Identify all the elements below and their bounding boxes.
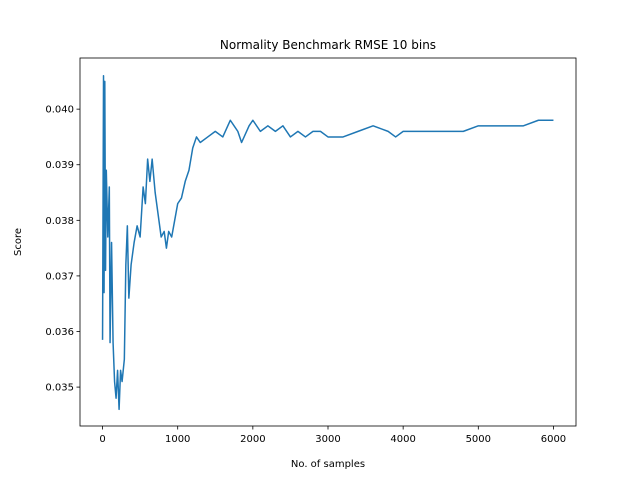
x-tick-label: 4000 [390, 434, 415, 445]
x-tick-label: 2000 [240, 434, 265, 445]
plot-frame [79, 57, 577, 427]
y-tick-label: 0.036 [45, 327, 74, 338]
x-tick-label: 6000 [541, 434, 566, 445]
x-tick-label: 0 [99, 434, 105, 445]
y-tick-label: 0.035 [45, 383, 74, 394]
x-tick-label: 1000 [165, 434, 190, 445]
y-tick-label: 0.039 [45, 160, 74, 171]
y-tick-label: 0.038 [45, 216, 74, 227]
data-line [101, 75, 554, 411]
x-tick-label: 3000 [315, 434, 340, 445]
x-tick-label: 5000 [466, 434, 491, 445]
x-axis-label: No. of samples [291, 459, 365, 470]
y-tick-label: 0.037 [45, 271, 74, 282]
y-tick-label: 0.040 [45, 105, 74, 116]
chart-title: Normality Benchmark RMSE 10 bins [220, 38, 436, 52]
y-axis-label: Score [13, 228, 24, 256]
